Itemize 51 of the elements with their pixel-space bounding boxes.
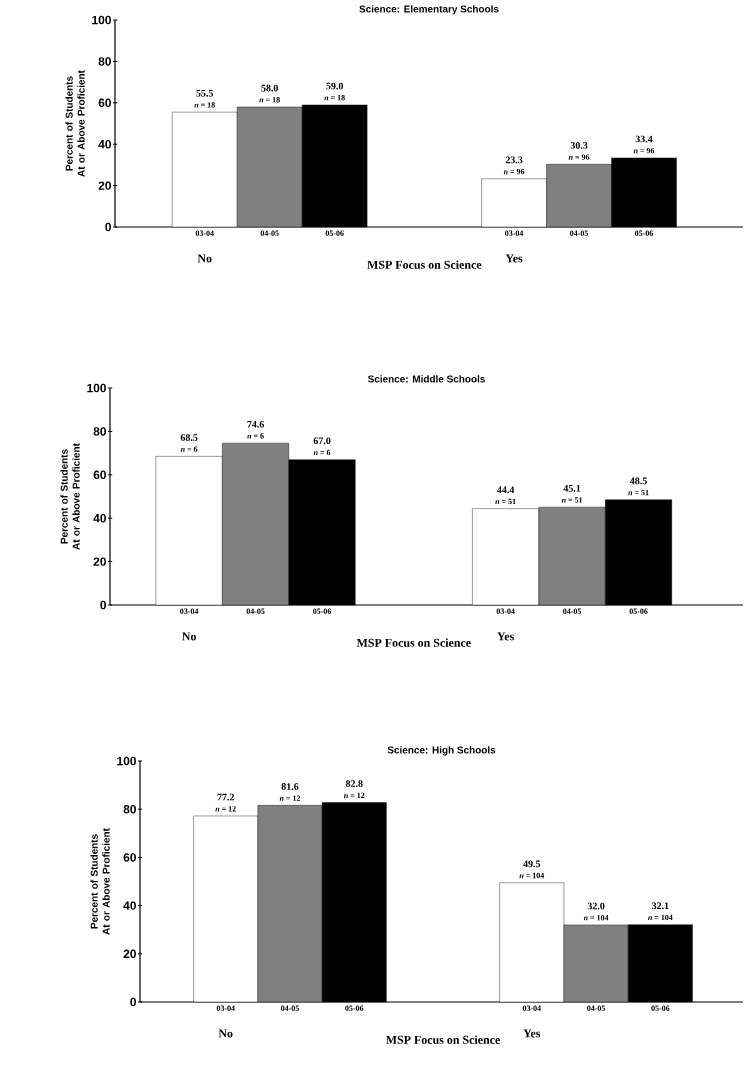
y-tick-label: 40 <box>93 513 107 523</box>
y-axis-title: Percent of Students At or Above Proficient <box>90 828 110 935</box>
data-label: 44.4 <box>497 486 515 494</box>
data-label: 48.5 <box>630 477 648 485</box>
data-label: 32.0 <box>587 902 605 910</box>
x-tick-label: No <box>197 254 212 263</box>
data-label: 58.0 <box>261 84 279 92</box>
y-tick-label: 60 <box>123 853 137 862</box>
data-label: 33.4 <box>635 135 653 143</box>
chart-title: Science: High Schools <box>387 746 496 756</box>
data-label: 49.5 <box>523 860 541 868</box>
x-tick-label: No <box>182 632 197 641</box>
data-label: 59.0 <box>326 82 344 90</box>
data-label: 82.8 <box>346 780 363 787</box>
data-label: 32.1 <box>652 902 669 910</box>
data-label: 55.5 <box>196 89 214 97</box>
y-tick-label: 60 <box>98 98 112 108</box>
y-tick-label: 60 <box>93 470 107 480</box>
y-tick-label: 0 <box>130 997 137 1007</box>
y-tick-label: 20 <box>123 949 137 959</box>
y-axis-title: Percent of Students At or Above Proficient <box>60 443 80 550</box>
y-tick-label: 40 <box>123 901 137 910</box>
y-tick-label: 0 <box>105 222 112 232</box>
data-label: 45.1 <box>563 484 581 492</box>
data-label: 23.3 <box>505 156 523 164</box>
data-label: 68.5 <box>180 434 198 441</box>
y-tick-label: 80 <box>123 804 137 814</box>
y-tick-label: 100 <box>92 15 112 25</box>
y-tick-label: 0 <box>100 600 107 610</box>
data-label: 74.6 <box>247 420 265 428</box>
data-label: 67.0 <box>313 437 331 445</box>
chart-title: Science: Elementary Schools <box>359 5 499 15</box>
data-label: 30.3 <box>570 142 588 149</box>
data-label: 81.6 <box>281 783 299 790</box>
x-tick-label: Yes <box>505 254 523 263</box>
y-tick-label: 100 <box>117 756 137 766</box>
x-tick-label: No <box>218 1029 233 1038</box>
x-axis-title: MSP Focus on Science <box>367 260 482 269</box>
data-label: 77.2 <box>217 793 235 801</box>
y-tick-label: 100 <box>87 383 107 393</box>
y-tick-label: 80 <box>98 57 112 66</box>
y-tick-label: 80 <box>93 427 107 436</box>
x-tick-label: Yes <box>497 632 515 641</box>
y-tick-label: 20 <box>93 557 107 566</box>
x-axis-title: MSP Focus on Science <box>356 638 472 647</box>
x-tick-label: Yes <box>523 1029 541 1038</box>
chart-title: Science: Middle Schools <box>368 375 486 383</box>
x-axis-title: MSP Focus on Science <box>386 1035 501 1044</box>
y-tick-label: 20 <box>98 181 112 190</box>
y-tick-label: 40 <box>98 139 112 149</box>
y-axis-title: Percent of Students At or Above Proficient <box>65 70 85 177</box>
